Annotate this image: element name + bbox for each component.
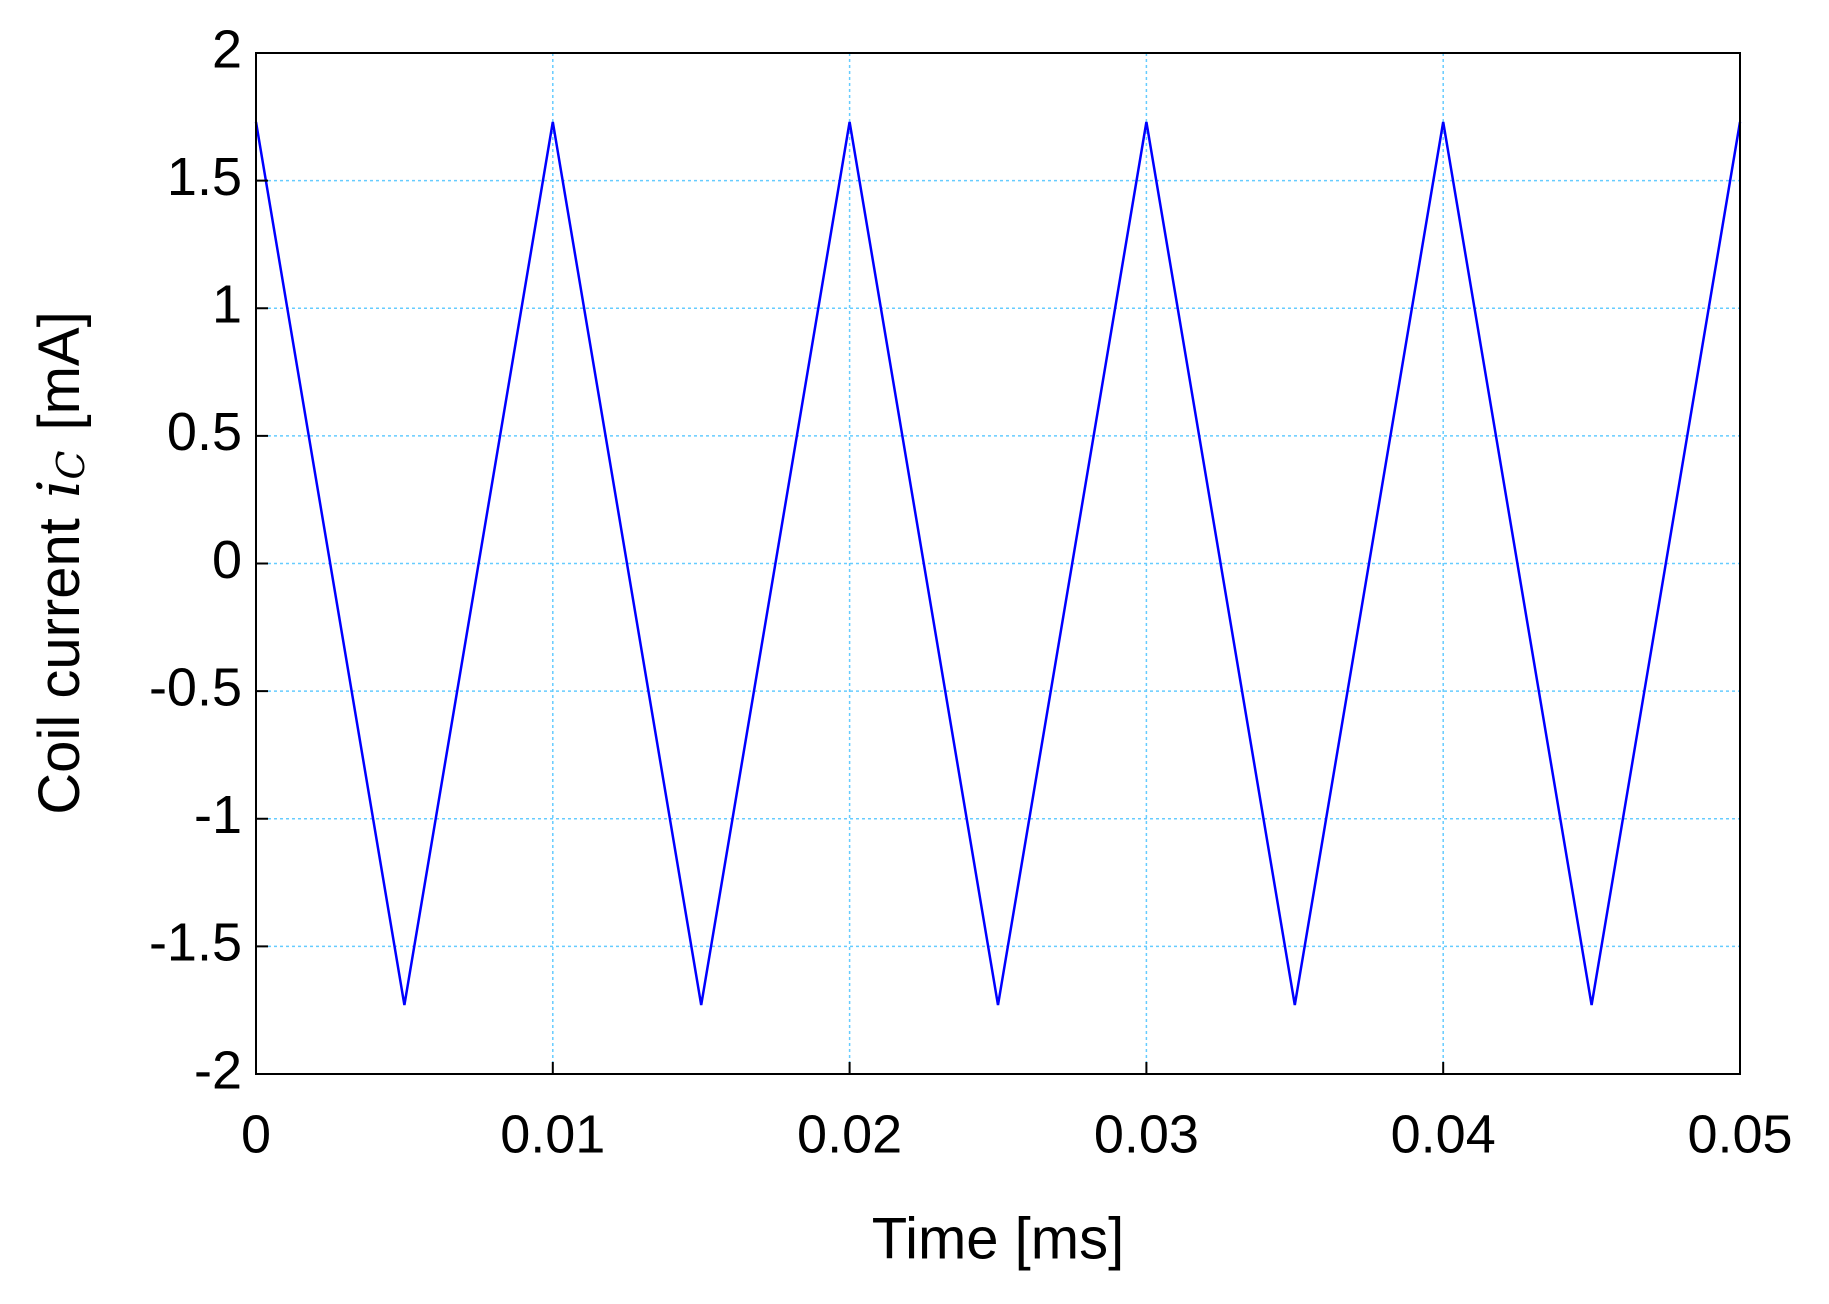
x-tick-label: 0.04: [1391, 1104, 1496, 1164]
y-tick-label: -1.5: [149, 913, 242, 973]
y-tick-label: 0: [212, 530, 242, 590]
x-axis-label: Time [ms]: [872, 1206, 1124, 1271]
y-label-symbol: i: [25, 480, 93, 499]
x-tick-label: 0.01: [500, 1104, 605, 1164]
plot-area: [254, 121, 1742, 1006]
y-tick-label: 0.5: [167, 402, 242, 462]
y-axis-label: Coil current iC [mA]: [25, 311, 93, 814]
y-tick-label: 2: [212, 19, 242, 79]
x-tick-label: 0.05: [1687, 1104, 1792, 1164]
x-tick-label: 0.03: [1094, 1104, 1199, 1164]
x-tick-label: 0: [241, 1104, 271, 1164]
y-tick-label: 1.5: [167, 147, 242, 207]
y-label-text: Coil current: [27, 518, 92, 815]
y-tick-label: -1: [194, 785, 242, 845]
y-label-unit: [mA]: [27, 311, 92, 430]
y-tick-label: -0.5: [149, 657, 242, 717]
x-tick-label: 0.02: [797, 1104, 902, 1164]
y-tick-label: 1: [212, 275, 242, 335]
y-label-subscript: C: [49, 451, 93, 480]
y-tick-label: -2: [194, 1040, 242, 1100]
series-line: [254, 121, 1742, 1006]
